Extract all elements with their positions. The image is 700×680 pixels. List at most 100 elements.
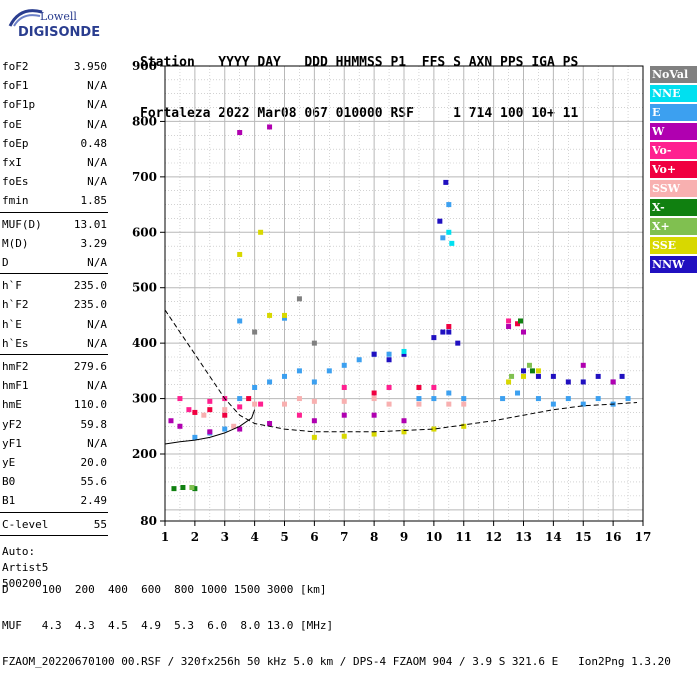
param-row: h`E N/A — [2, 318, 107, 332]
data-point — [296, 396, 302, 402]
y-tick-label: 900 — [132, 59, 157, 73]
data-point — [311, 434, 317, 440]
data-point — [500, 396, 506, 402]
data-point — [565, 379, 571, 385]
param-value: 13.01 — [73, 217, 107, 231]
data-point — [580, 379, 586, 385]
param-row: foF2 3.950 — [2, 60, 107, 74]
x-tick-label: 14 — [545, 530, 562, 544]
data-point — [189, 485, 195, 490]
legend-item: NoVal — [650, 66, 697, 83]
param-row: yF2 59.8 — [2, 418, 107, 432]
param-row: foEs N/A — [2, 175, 107, 189]
param-name: yE — [2, 456, 16, 469]
x-tick-label: 13 — [515, 530, 532, 544]
y-tick-label: 200 — [132, 447, 157, 461]
data-point — [461, 396, 467, 402]
param-value: N/A — [87, 379, 107, 393]
data-point — [371, 431, 377, 437]
param-separator — [0, 211, 108, 213]
data-point — [455, 340, 461, 346]
data-point — [535, 368, 541, 374]
legend-item: X+ — [650, 218, 697, 235]
ionogram-plot: 1 2 3 4 5 6 7 8 9 10 11 12 13 14 15 16 17900800700600500… — [132, 59, 651, 544]
data-point — [610, 379, 616, 385]
param-row: fmin 1.85 — [2, 194, 107, 208]
data-point — [258, 401, 264, 407]
data-point — [252, 384, 258, 390]
x-tick-label: 3 — [221, 530, 229, 544]
data-point — [515, 390, 521, 396]
data-point — [311, 418, 317, 424]
data-point — [446, 229, 452, 235]
data-point — [231, 423, 237, 429]
param-value: 55 — [93, 517, 107, 531]
data-point — [341, 433, 347, 439]
data-point — [371, 351, 377, 357]
data-point — [431, 335, 437, 341]
x-tick-label: 7 — [340, 530, 348, 544]
param-value: N/A — [87, 117, 107, 131]
data-point — [296, 412, 302, 418]
data-point — [386, 351, 392, 357]
data-point — [535, 373, 541, 379]
param-name: foEs — [2, 175, 29, 189]
x-tick-label: 4 — [250, 530, 258, 544]
data-point — [506, 324, 512, 330]
param-row: hmF2 279.6 — [2, 360, 107, 374]
data-point — [222, 407, 228, 413]
param-separator — [0, 273, 108, 275]
param-value: 55.6 — [80, 475, 108, 489]
param-row: foF1 N/A — [2, 79, 107, 93]
data-point — [237, 426, 243, 432]
digisonde-logo: Lowell DIGISONDE — [6, 6, 100, 46]
param-value: 59.8 — [80, 417, 108, 431]
data-point — [296, 296, 302, 302]
legend-item: X- — [650, 199, 697, 216]
y-tick-label: 300 — [132, 392, 157, 406]
data-point — [252, 401, 258, 407]
data-point — [401, 351, 407, 357]
data-point — [440, 329, 446, 335]
data-point — [565, 396, 571, 402]
data-point — [580, 401, 586, 407]
x-tick-label: 16 — [605, 530, 622, 544]
data-point — [437, 218, 443, 224]
legend-item: W — [650, 123, 697, 140]
data-point — [207, 398, 213, 404]
param-value: 2.49 — [80, 494, 108, 508]
param-name: hmF2 — [2, 360, 29, 373]
param-value: 3.950 — [73, 60, 107, 73]
data-point — [311, 398, 317, 404]
legend-item: Vo- — [650, 142, 697, 159]
param-row: foF1p N/A — [2, 98, 107, 112]
param-row: yF1 N/A — [2, 437, 107, 451]
param-row: foEp 0.48 — [2, 137, 107, 151]
param-name: D — [2, 256, 9, 269]
data-point — [341, 362, 347, 368]
param-value: 0.48 — [80, 136, 108, 150]
data-point — [401, 429, 407, 435]
data-point — [521, 368, 526, 374]
footer-muf-row: MUF 4.3 4.3 4.5 4.9 5.3 6.0 8.0 13.0 [MH… — [2, 619, 334, 632]
data-point — [550, 373, 556, 379]
param-row: h`F 235.0 — [2, 279, 107, 293]
data-point — [371, 396, 377, 402]
data-point — [296, 368, 302, 374]
data-point — [446, 324, 452, 330]
y-tick-label: 700 — [132, 170, 157, 184]
legend-item: E — [650, 104, 697, 121]
param-name: C-level — [2, 517, 49, 531]
param-row: h`F2 235.0 — [2, 298, 107, 312]
x-tick-label: 1 — [161, 530, 169, 544]
dashed-profile — [164, 309, 638, 433]
data-point — [282, 373, 287, 379]
data-point — [509, 373, 515, 379]
param-row: foE N/A — [2, 118, 107, 132]
data-point — [595, 396, 601, 402]
param-name: h`F — [2, 279, 22, 293]
data-point — [192, 486, 198, 492]
footer-distance-row: D 100 200 400 600 800 1000 1500 3000 [km… — [2, 583, 327, 596]
data-point — [443, 179, 449, 185]
param-value: N/A — [87, 256, 107, 269]
